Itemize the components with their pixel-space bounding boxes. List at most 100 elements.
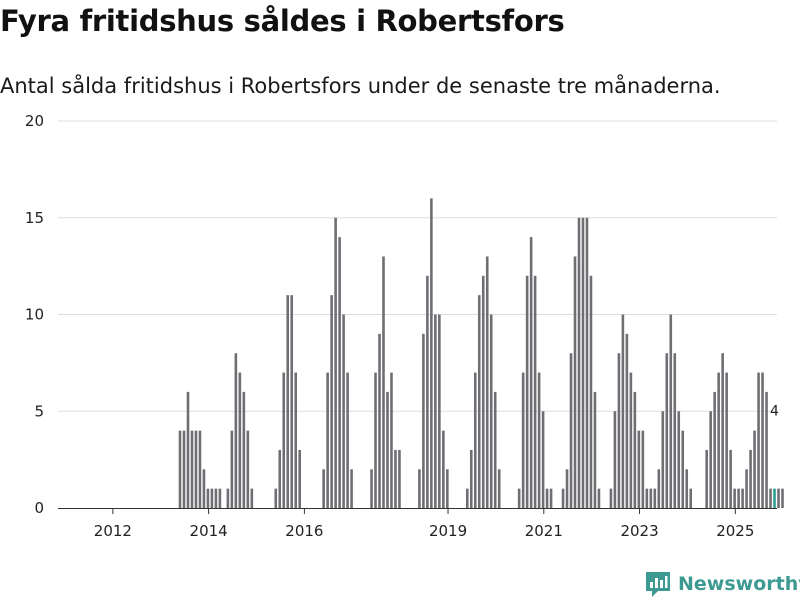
bar xyxy=(689,488,693,508)
bar xyxy=(777,488,780,508)
bar xyxy=(497,469,501,508)
x-tick-label: 2019 xyxy=(429,522,467,540)
bar xyxy=(438,314,441,508)
bar xyxy=(214,488,218,508)
bar xyxy=(657,469,661,508)
bar xyxy=(541,411,545,508)
bar xyxy=(334,217,337,508)
bar xyxy=(705,449,708,508)
bar xyxy=(202,469,206,508)
x-tick-label: 2014 xyxy=(190,522,228,540)
newsworthy-logo: Newsworthy xyxy=(644,570,800,598)
bar xyxy=(641,430,645,508)
y-tick-label: 15 xyxy=(25,209,44,227)
bar xyxy=(761,372,764,508)
bar xyxy=(477,295,481,508)
bar xyxy=(677,411,681,508)
bar xyxy=(418,469,421,508)
bar xyxy=(721,353,724,508)
bar xyxy=(569,353,573,508)
x-tick-label: 2016 xyxy=(285,522,323,540)
bar xyxy=(286,295,290,508)
bar xyxy=(577,217,581,508)
bar xyxy=(613,411,617,508)
x-axis: 2012 2014 2016 2019 2021 2023 2025 xyxy=(58,508,777,540)
bar xyxy=(769,488,772,508)
bar xyxy=(757,372,760,508)
bar xyxy=(653,488,657,508)
bar xyxy=(330,295,333,508)
bar xyxy=(346,372,349,508)
bar xyxy=(745,469,748,508)
y-tick-label: 10 xyxy=(25,306,44,324)
bar xyxy=(521,372,525,508)
bar xyxy=(326,372,329,508)
bar xyxy=(529,237,533,508)
bar xyxy=(230,430,234,508)
y-tick-label: 0 xyxy=(34,499,44,517)
bar xyxy=(493,391,497,508)
bar xyxy=(765,391,768,508)
bar xyxy=(581,217,585,508)
bar xyxy=(430,198,433,508)
bar xyxy=(737,488,740,508)
bar xyxy=(661,411,665,508)
bar xyxy=(589,275,593,508)
highlight-value-label: 4 xyxy=(770,404,779,420)
x-tick-label: 2021 xyxy=(525,522,563,540)
bar xyxy=(234,353,238,508)
bar xyxy=(422,333,425,508)
bar xyxy=(741,488,744,508)
bar xyxy=(370,469,373,508)
gridlines xyxy=(58,120,777,412)
bar xyxy=(390,372,393,508)
bar xyxy=(194,430,198,508)
bar xyxy=(278,449,282,508)
bar xyxy=(625,333,629,508)
y-tick-label: 20 xyxy=(25,112,44,130)
bar xyxy=(617,353,621,508)
bar xyxy=(717,372,720,508)
bar xyxy=(621,314,625,508)
bar xyxy=(398,449,401,508)
bar xyxy=(322,469,325,508)
bar xyxy=(549,488,553,508)
bar xyxy=(298,449,301,508)
bar xyxy=(481,275,485,508)
bar xyxy=(378,333,381,508)
bar xyxy=(190,430,194,508)
bar xyxy=(242,391,246,508)
bar xyxy=(685,469,689,508)
brand-name: Newsworthy xyxy=(678,573,800,595)
bar xyxy=(725,372,728,508)
bar xyxy=(382,256,385,508)
bar xyxy=(749,449,752,508)
bar xyxy=(533,275,537,508)
bar xyxy=(198,430,202,508)
bar xyxy=(517,488,521,508)
bar xyxy=(645,488,649,508)
bar xyxy=(374,372,377,508)
x-tick-label: 2025 xyxy=(716,522,754,540)
bar xyxy=(206,488,210,508)
bar xyxy=(565,469,569,508)
bar xyxy=(210,488,214,508)
bar xyxy=(545,488,549,508)
bar xyxy=(781,488,784,508)
bar xyxy=(713,391,716,508)
bar xyxy=(597,488,601,508)
bars xyxy=(178,198,784,508)
chart-subtitle: Antal sålda fritidshus i Robertsfors und… xyxy=(0,74,721,98)
bar xyxy=(753,430,756,508)
bar xyxy=(473,372,477,508)
bar xyxy=(386,391,389,508)
bar xyxy=(633,391,637,508)
bar xyxy=(665,353,669,508)
bar xyxy=(178,430,182,508)
bar xyxy=(525,275,529,508)
bar xyxy=(182,430,186,508)
bar xyxy=(250,488,254,508)
x-tick-label: 2012 xyxy=(94,522,132,540)
data-labels: 4 xyxy=(770,404,779,420)
bar xyxy=(585,217,589,508)
